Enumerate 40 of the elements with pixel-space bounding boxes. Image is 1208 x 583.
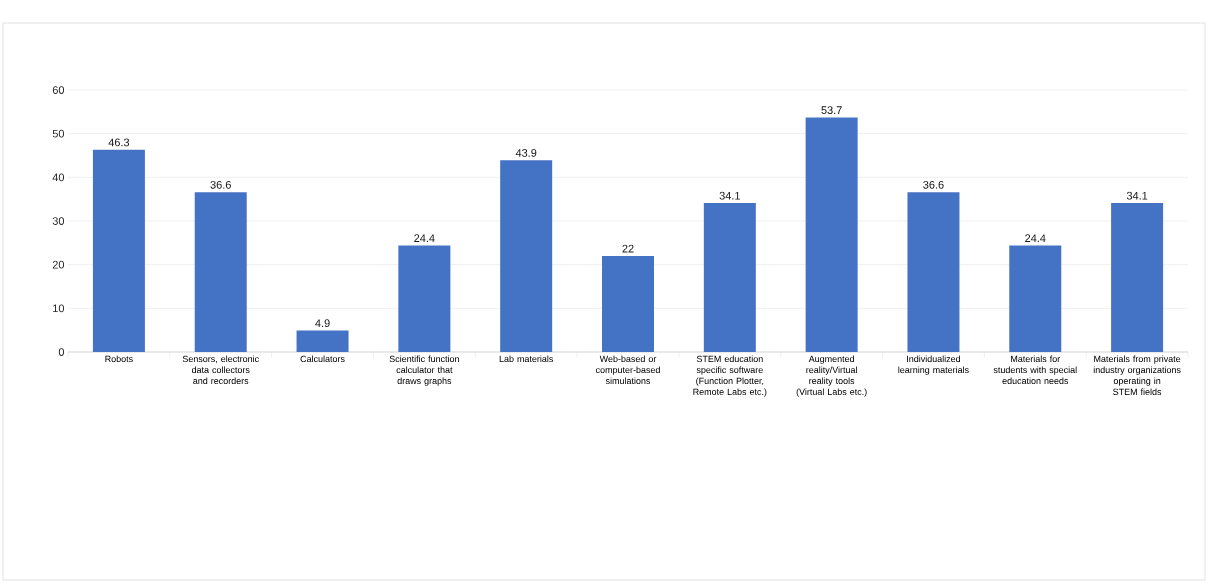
data-label: 36.6 (923, 180, 944, 189)
bar (296, 330, 349, 352)
x-tick-label: Lab materials (499, 355, 553, 363)
bar (398, 245, 451, 352)
x-tick-label: STEM education specific software (Function Plotter, Remote Labs etc.) (693, 355, 767, 397)
x-tick-label: Web-based or computer-based simulations (595, 355, 660, 385)
bar (92, 149, 145, 352)
data-label: 43.9 (515, 149, 537, 157)
data-label: 22 (622, 244, 634, 253)
x-tick-label: Individualized learning materials (898, 355, 969, 375)
bar (1111, 203, 1164, 352)
bar (500, 160, 553, 352)
data-label: 46.3 (108, 138, 130, 147)
data-label: 34.1 (719, 191, 740, 200)
x-tick-label: Robots (105, 355, 133, 363)
y-tick-label: 10 (53, 304, 65, 313)
data-label: 34.1 (1126, 191, 1148, 200)
x-tick-label: Augmented reality/Virtual reality tools (Virtual Labs etc.) (796, 355, 867, 397)
y-tick-label: 0 (58, 348, 65, 356)
data-label: 53.7 (821, 106, 842, 114)
bar (194, 192, 247, 352)
x-tick-label: Sensors, electronic data collectors and recorders (182, 355, 259, 385)
bar (602, 255, 654, 352)
x-tick-label: Scientific function calculator that draws graphs (389, 355, 459, 386)
bar (805, 117, 858, 352)
y-tick-label: 40 (52, 173, 65, 182)
x-tick-label: Materials from private industry organizations operating in STEM fields (1093, 355, 1181, 395)
bar (1009, 245, 1062, 352)
data-label: 24.4 (414, 234, 435, 242)
y-tick-label: 60 (52, 86, 65, 94)
data-label: 36.6 (210, 180, 231, 189)
x-tick-label: Calculators (300, 355, 345, 363)
data-label: 4.9 (315, 319, 330, 328)
x-tick-label: Materials for students with special education needs (993, 355, 1077, 385)
bar (907, 192, 960, 352)
y-tick-label: 30 (52, 217, 65, 225)
y-tick-label: 20 (52, 260, 65, 269)
data-label: 24.4 (1025, 234, 1046, 242)
bar (703, 203, 756, 352)
y-tick-label: 50 (52, 129, 65, 138)
